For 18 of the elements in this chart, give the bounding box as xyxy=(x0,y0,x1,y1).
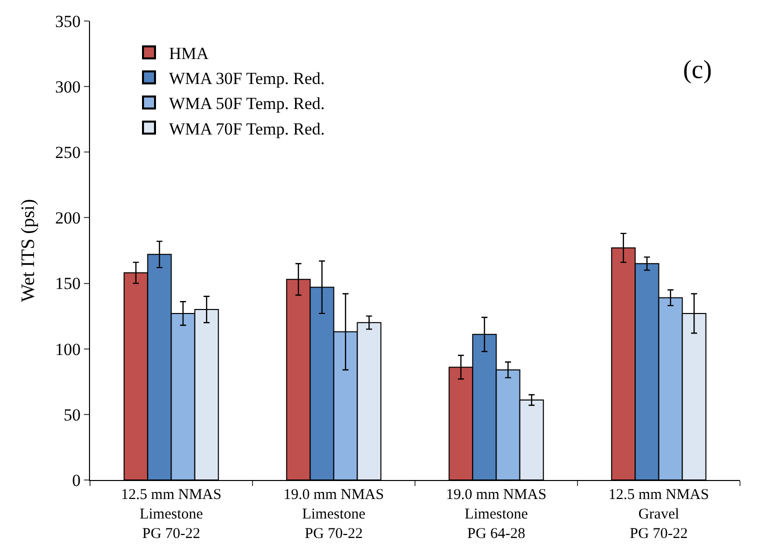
x-tick-label: 12.5 mm NMAS Gravel PG 70-22 xyxy=(608,487,709,542)
y-axis-title: Wet ITS (psi) xyxy=(18,199,39,302)
y-tick-label: 350 xyxy=(55,12,81,31)
x-tick-label: 12.5 mm NMAS Limestone PG 70-22 xyxy=(121,487,222,542)
y-tick-label: 200 xyxy=(55,208,81,228)
y-tick-label: 150 xyxy=(55,274,81,294)
legend-label: HMA xyxy=(169,44,210,63)
legend-label: WMA 50F Temp. Red. xyxy=(169,94,325,114)
x-tick-label: 19.0 mm NMAS Limestone PG 64-28 xyxy=(446,487,546,542)
legend-label: WMA 30F Temp. Red. xyxy=(169,69,325,88)
x-tick-label: 19.0 mm NMAS Limestone PG 70-22 xyxy=(284,487,384,542)
y-tick-label: 50 xyxy=(64,405,81,424)
y-tick-label: 0 xyxy=(72,470,81,490)
y-tick-label: 250 xyxy=(55,143,81,162)
legend-label: WMA 70F Temp. Red. xyxy=(169,119,325,138)
y-tick-label: 300 xyxy=(55,78,81,97)
y-tick-label: 100 xyxy=(55,340,81,359)
annotation: (c) xyxy=(683,55,712,84)
